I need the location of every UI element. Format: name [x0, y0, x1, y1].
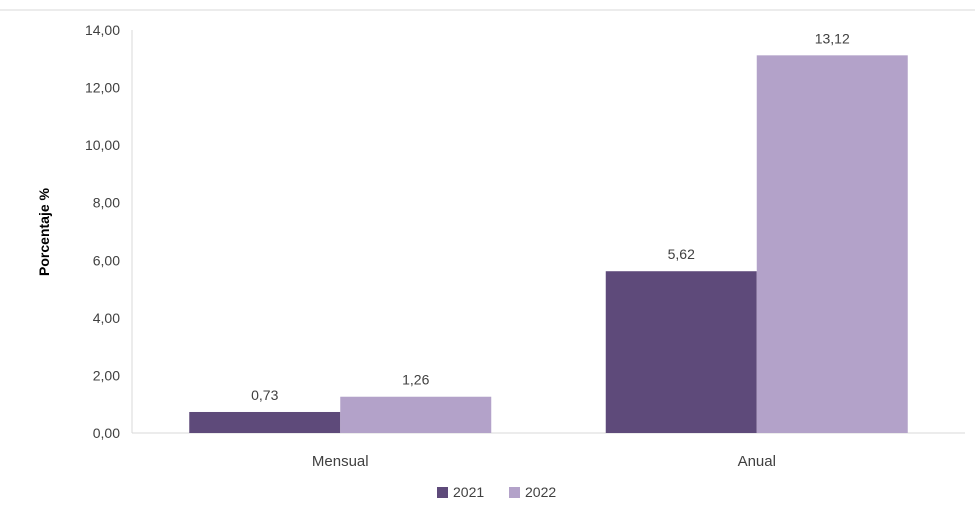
category-label-mensual: Mensual: [312, 453, 369, 470]
bars-group: [189, 55, 908, 434]
data-labels-group: 0,73 1,26 5,62 13,12: [251, 30, 850, 403]
data-label-2021-anual: 5,62: [668, 246, 695, 262]
bar-2021-anual: [605, 271, 757, 433]
y-tick-label: 8,00: [93, 195, 120, 211]
y-axis-title: Porcentaje %: [36, 187, 52, 275]
y-tick-label: 2,00: [93, 367, 120, 383]
y-tick-label: 4,00: [93, 310, 120, 326]
bar-2022-anual: [756, 55, 908, 434]
data-label-2022-anual: 13,12: [815, 30, 850, 46]
category-label-anual: Anual: [738, 453, 776, 470]
bar-2021-mensual: [189, 411, 341, 433]
y-axis-ticks: 0,00 2,00 4,00 6,00 8,00 10,00 12,00 14,00: [85, 22, 120, 441]
legend: 2021 2022: [437, 484, 556, 500]
y-tick-label: 0,00: [93, 425, 120, 441]
y-tick-label: 6,00: [93, 252, 120, 268]
y-tick-label: 14,00: [85, 22, 120, 38]
y-tick-label: 12,00: [85, 80, 120, 96]
legend-label-2021: 2021: [453, 484, 484, 500]
bar-2022-mensual: [340, 396, 492, 433]
category-labels-group: Mensual Anual: [312, 453, 776, 470]
data-label-2021-mensual: 0,73: [251, 387, 278, 403]
y-tick-label: 10,00: [85, 137, 120, 153]
legend-label-2022: 2022: [525, 484, 556, 500]
legend-swatch-2022: [509, 487, 520, 498]
legend-swatch-2021: [437, 487, 448, 498]
data-label-2022-mensual: 1,26: [402, 372, 429, 388]
